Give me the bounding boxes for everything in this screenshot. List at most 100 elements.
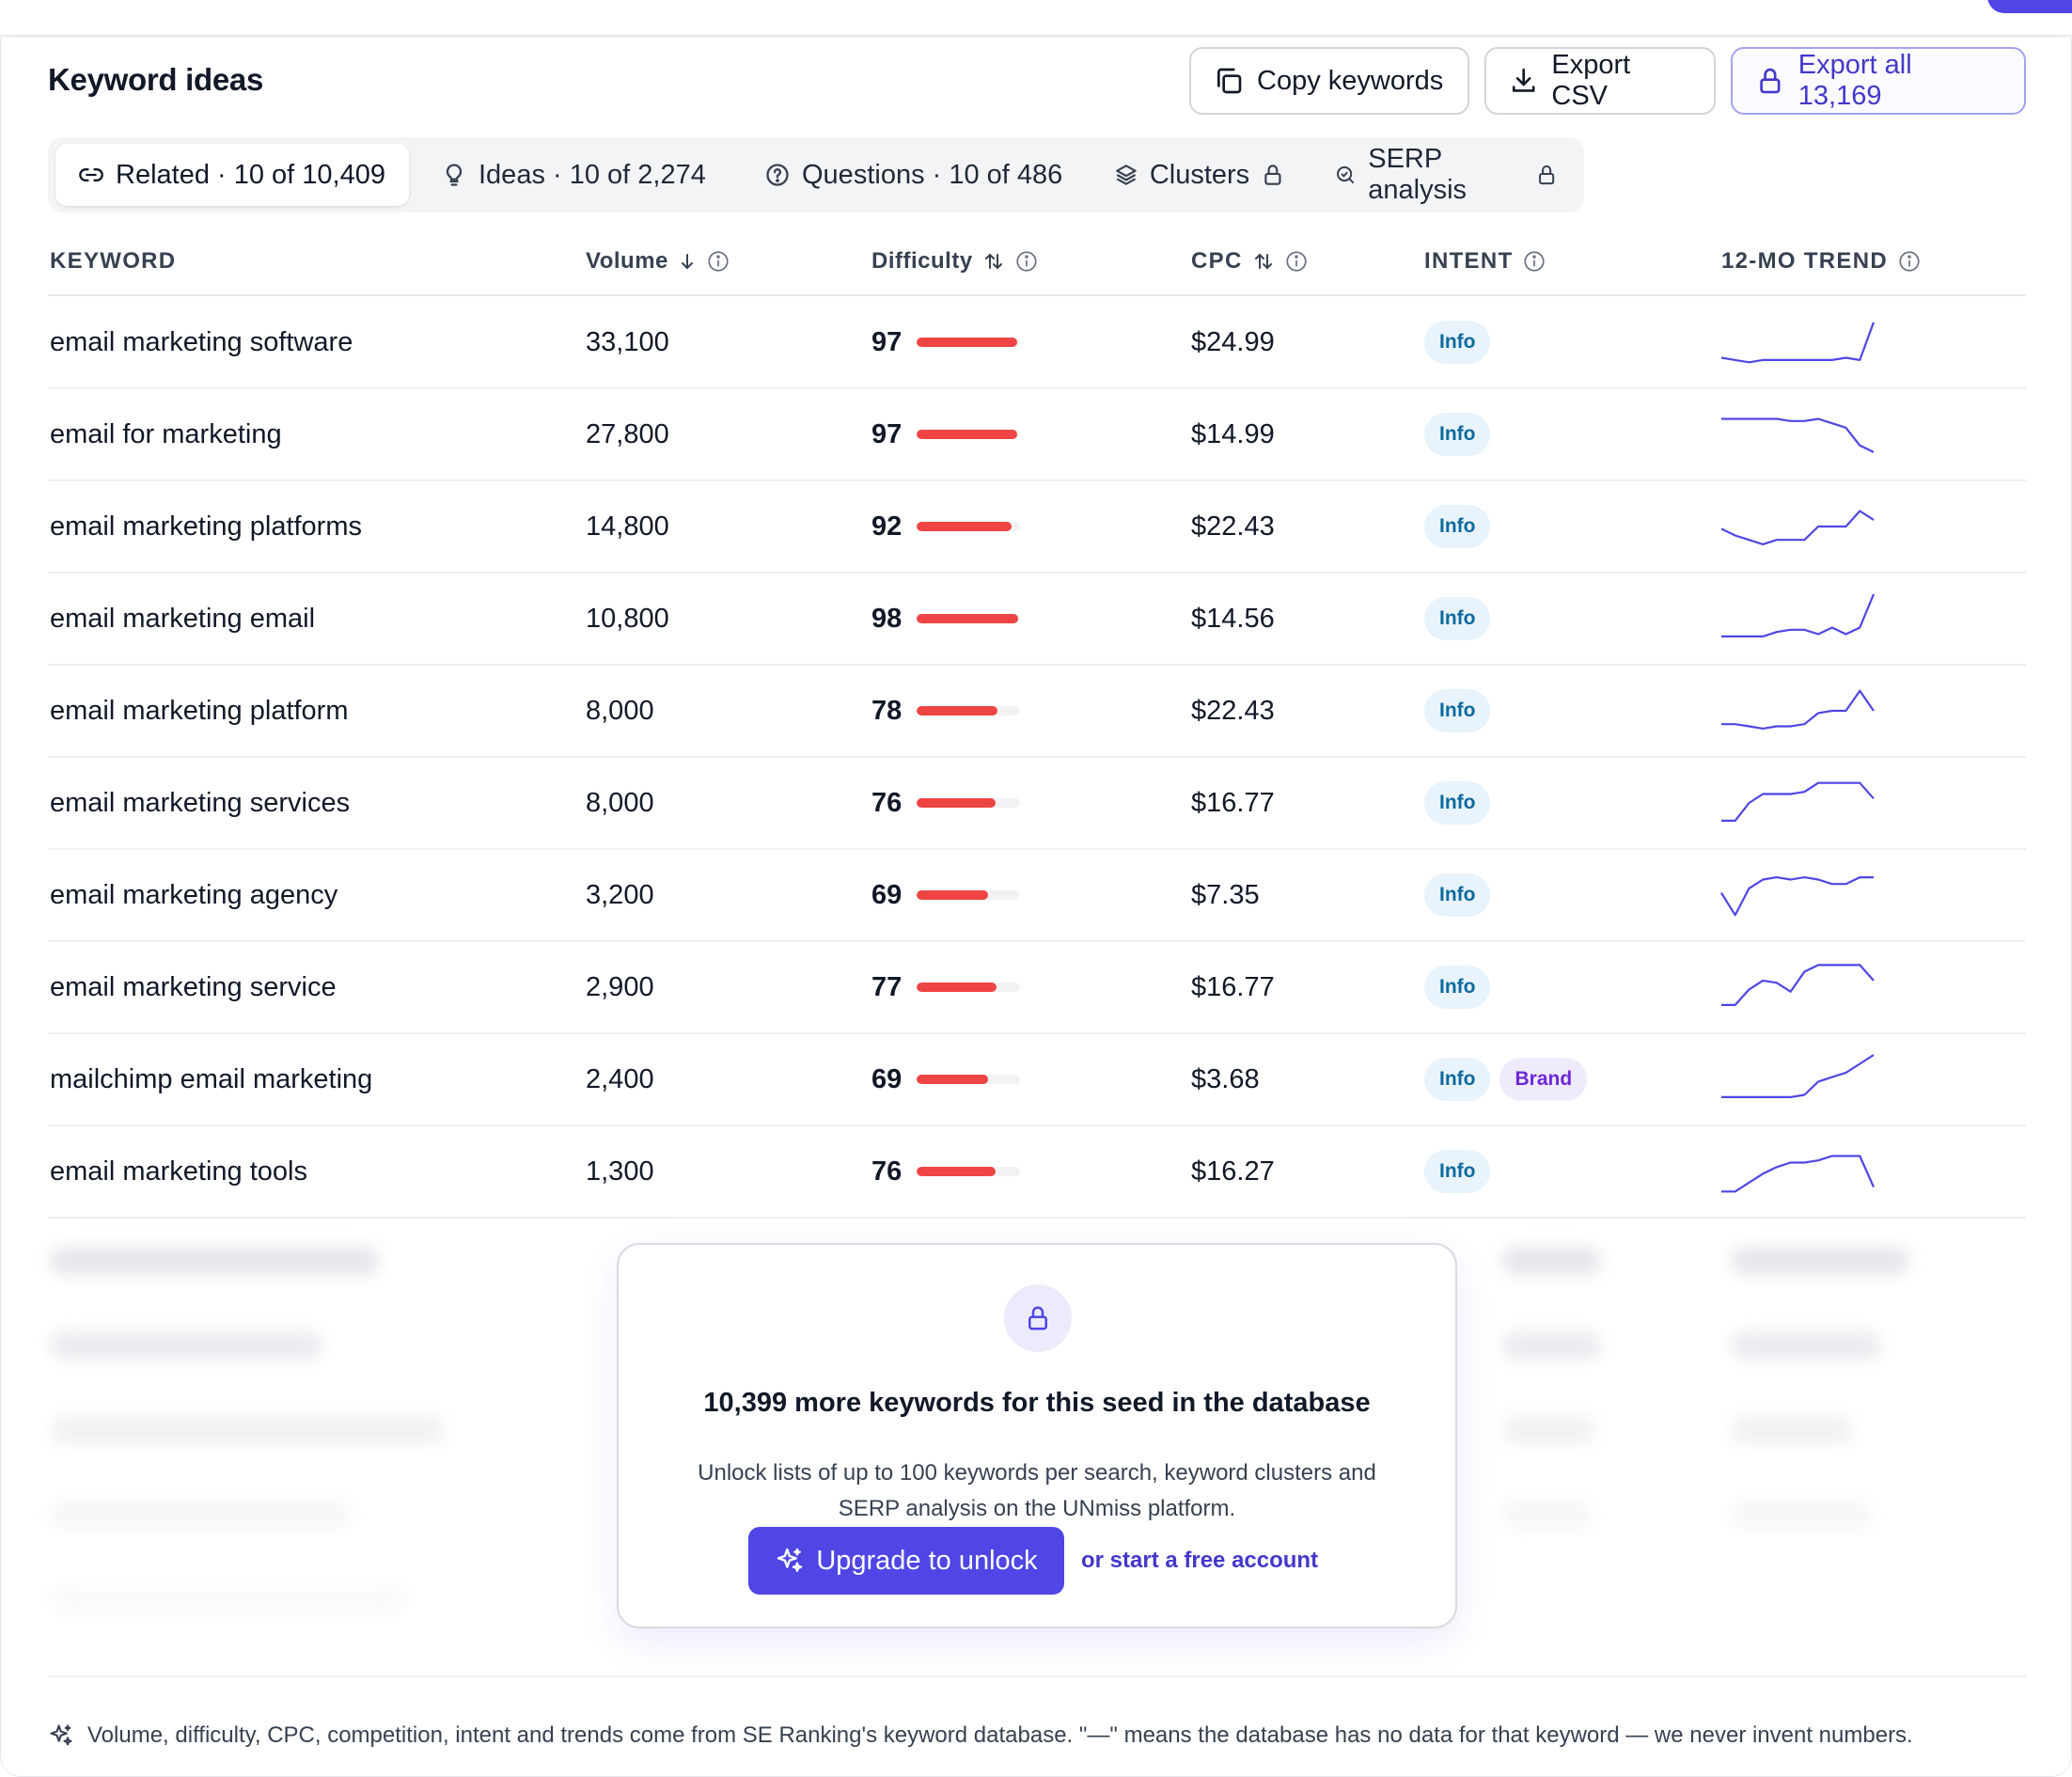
keyword-cell[interactable]: email marketing platforms [50,511,362,542]
trend-cell [1719,666,1876,756]
difficulty-cell: 78 [871,666,1021,756]
cpc-cell: $7.35 [1191,879,1260,910]
keyword-cell[interactable]: email marketing tools [50,1156,307,1187]
info-icon[interactable] [706,249,730,274]
table-row[interactable]: email marketing agency 3,200 69 $7.35 Info [48,850,2026,942]
info-icon[interactable] [1897,249,1922,274]
trend-sparkline [1721,781,1875,823]
data-source-note: Volume, difficulty, CPC, competition, in… [48,1722,1913,1749]
export-all-label: Export all 13,169 [1797,50,1912,111]
table-row[interactable]: email marketing services 8,000 76 $16.77 Inf… [48,758,2026,850]
tab-clusters[interactable]: Clusters [1091,144,1308,206]
cpc-cell: $16.77 [1191,787,1275,818]
link-icon [79,168,103,181]
difficulty-bar-fill [917,1167,996,1176]
keyword-ideas-card: Keyword ideas Copy keywords Export CSV E… [0,38,2072,1777]
keyword-cell[interactable]: email for marketing [50,418,282,449]
intent-cell: Info [1424,666,1491,756]
keyword-cell[interactable]: email marketing platform [50,695,349,726]
difficulty-value: 77 [871,971,903,1002]
difficulty-bar [917,522,1021,531]
trend-line [1720,510,1875,546]
info-icon[interactable] [1522,249,1546,274]
intent-cell: Info Brand [1424,1034,1588,1124]
tab-ideas[interactable]: Ideas · 10 of 2,274 [418,144,732,206]
lock-badge [1004,1284,1072,1352]
difficulty-value: 97 [871,418,903,449]
trend-cell [1719,1034,1876,1124]
export-all-button[interactable]: Export all 13,169 [1731,47,2026,115]
tab-questions[interactable]: Questions · 10 of 486 [742,144,1088,206]
info-intent-badge: Info [1424,321,1491,364]
trend-cell [1719,850,1876,940]
keyword-cell[interactable]: mailchimp email marketing [50,1063,373,1094]
difficulty-bar [917,338,1021,347]
trend-cell [1719,758,1876,848]
blurred-placeholder [1501,1416,1595,1444]
blurred-placeholder [1731,1416,1853,1444]
info-icon[interactable] [1014,249,1039,274]
sort-icon [1254,253,1272,270]
table-row[interactable]: email marketing tools 1,300 76 $16.27 Info [48,1126,2026,1219]
difficulty-cell: 76 [871,758,1021,848]
keyword-cell[interactable]: email marketing services [50,787,351,818]
free-account-link[interactable]: or start a free account [1081,1548,1319,1573]
trend-sparkline [1721,593,1876,638]
difficulty-bar [917,614,1021,623]
keyword-cell[interactable]: email marketing service [50,971,337,1002]
blurred-placeholder [50,1416,445,1444]
column-keyword-label: KEYWORD [50,248,177,274]
table-row[interactable]: email marketing platform 8,000 78 $22.43 Inf… [48,666,2026,758]
trend-cell [1719,574,1876,664]
copy-keywords-button[interactable]: Copy keywords [1189,47,1469,115]
difficulty-bar-fill [917,890,989,900]
volume-cell: 8,000 [586,695,654,726]
blurred-placeholder [1501,1501,1592,1529]
difficulty-bar-fill [917,1075,989,1084]
export-csv-button[interactable]: Export CSV [1484,47,1716,115]
intent-cell: Info [1424,942,1491,1032]
difficulty-cell: 77 [871,942,1021,1032]
trend-cell [1719,942,1876,1032]
table-row[interactable]: email for marketing 27,800 97 $14.99 Info [48,389,2026,481]
footer-divider [48,1675,2026,1677]
trend-sparkline [1721,1155,1876,1193]
keyword-tabs: Related · 10 of 10,409 Ideas · 10 of 2,2… [48,137,1584,212]
info-icon[interactable] [1284,249,1309,274]
keyword-cell[interactable]: email marketing software [50,326,353,357]
table-row[interactable]: mailchimp email marketing 2,400 69 $3.68 Inf… [48,1034,2026,1126]
difficulty-bar [917,1075,1021,1084]
column-header-cpc[interactable]: CPC [1191,244,1309,278]
blurred-placeholder [1731,1247,1909,1275]
tab-related[interactable]: Related · 10 of 10,409 [55,144,409,206]
table-row[interactable]: email marketing platforms 14,800 92 $22.43 I… [48,481,2026,574]
cpc-cell: $22.43 [1191,511,1275,542]
info-intent-badge: Info [1424,597,1491,640]
keyword-cell[interactable]: email marketing agency [50,879,338,910]
blurred-placeholder [50,1331,322,1360]
trend-cell [1719,1126,1876,1217]
header-divider [48,294,2026,296]
download-icon [1512,68,1535,92]
cpc-cell: $16.27 [1191,1156,1275,1187]
cpc-cell: $14.56 [1191,603,1275,634]
column-header-volume[interactable]: Volume [586,244,730,278]
cpc-cell: $24.99 [1191,326,1275,357]
volume-cell: 27,800 [586,418,669,449]
table-row[interactable]: email marketing software 33,100 97 $24.99 In… [48,297,2026,389]
table-row[interactable]: email marketing email 10,800 98 $14.56 Info [48,574,2026,666]
upgrade-description-line: Unlock lists of up to 100 keywords per s… [698,1460,1376,1486]
top-action-pill[interactable] [1987,0,2072,13]
tab-serp-analysis[interactable]: SERP analysis [1311,144,1580,206]
column-header-difficulty[interactable]: Difficulty [871,244,1039,278]
table-row[interactable]: email marketing service 2,900 77 $16.77 Info [48,942,2026,1034]
column-header-trend: 12-MO TREND [1721,244,1922,278]
difficulty-bar-fill [917,983,997,992]
volume-cell: 14,800 [586,511,669,542]
keyword-cell[interactable]: email marketing email [50,603,316,634]
upgrade-button[interactable]: Upgrade to unlock [748,1527,1064,1595]
difficulty-bar-fill [917,522,1012,531]
blurred-placeholder [1731,1331,1881,1360]
volume-cell: 3,200 [586,879,654,910]
difficulty-value: 98 [871,603,903,634]
